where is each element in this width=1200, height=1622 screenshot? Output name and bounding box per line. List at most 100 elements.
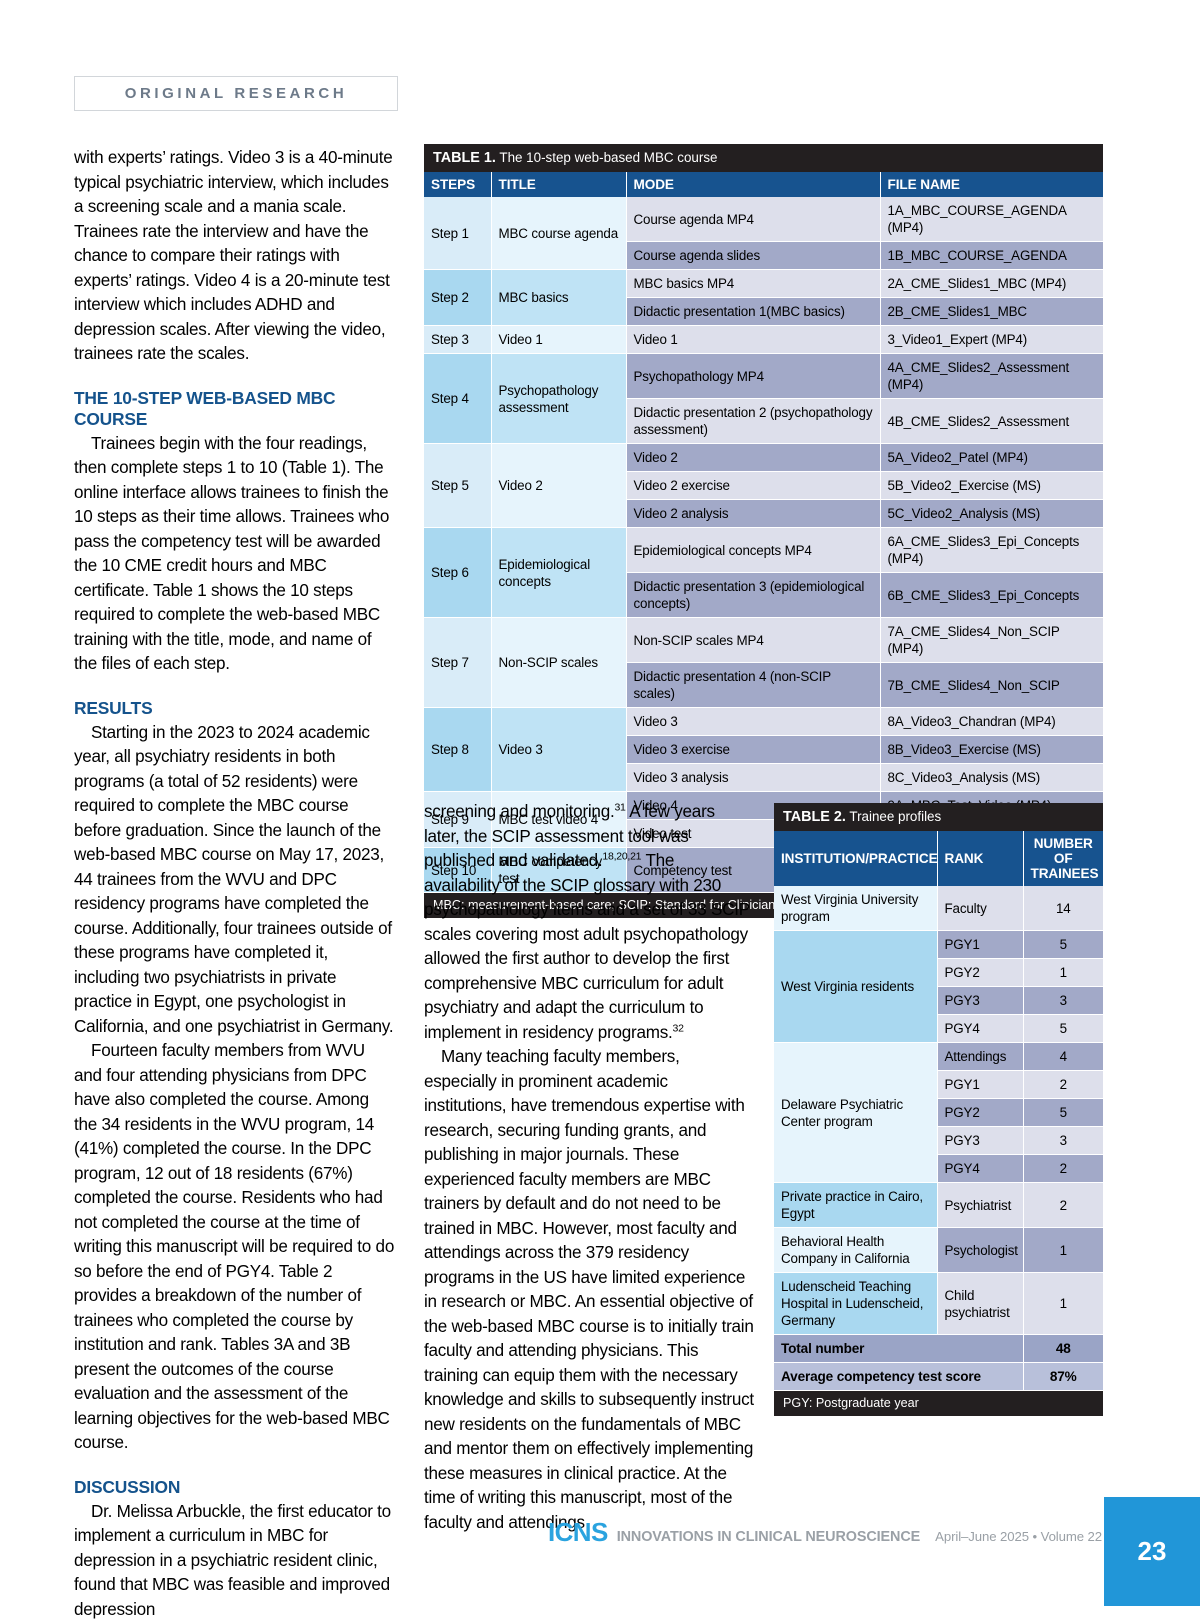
cell-rank: PGY3: [937, 1127, 1023, 1155]
cell-number-of-trainees: 1: [1023, 1273, 1103, 1335]
cell-number-of-trainees: 1: [1023, 959, 1103, 987]
cell-rank: Psychiatrist: [937, 1183, 1023, 1228]
cell-number-of-trainees: 1: [1023, 1228, 1103, 1273]
cell-number-of-trainees: 2: [1023, 1071, 1103, 1099]
cell-rank: PGY1: [937, 931, 1023, 959]
table-row: Ludenscheid Teaching Hospital in Ludensc…: [774, 1273, 1103, 1335]
cell-step: Step 7: [424, 618, 491, 708]
cell-mode: Epidemiological concepts MP4: [626, 528, 880, 573]
cell-mode: Video 3 analysis: [626, 764, 880, 792]
table-2-label: TABLE 2.: [783, 809, 846, 825]
cell-mode: Video 2: [626, 444, 880, 472]
table-2-header-row: INSTITUTION/PRACTICE RANK NUMBER OF TRAI…: [774, 831, 1103, 886]
th-steps: STEPS: [424, 172, 491, 197]
page-footer: ICNS INNOVATIONS IN CLINICAL NEUROSCIENC…: [0, 1497, 1200, 1606]
paragraph-scip-history: screening and monitoring.31 A few years …: [424, 800, 754, 1045]
mid-p1-c: The availability of the SCIP glossary wi…: [424, 851, 750, 1042]
cell-number-of-trainees: 14: [1023, 886, 1103, 931]
heading-ten-step-course: THE 10-STEP WEB-BASED MBC COURSE: [74, 388, 396, 430]
page-number: 23: [1104, 1497, 1200, 1606]
cell-file-name: 5C_Video2_Analysis (MS): [880, 500, 1103, 528]
cell-title: MBC course agenda: [491, 197, 626, 270]
cell-file-name: 4A_CME_Slides2_Assessment (MP4): [880, 354, 1103, 399]
running-head-label: ORIGINAL RESEARCH: [125, 85, 348, 102]
cell-title: Psychopathology assessment: [491, 354, 626, 444]
cell-file-name: 1A_MBC_COURSE_AGENDA (MP4): [880, 197, 1103, 242]
th-institution: INSTITUTION/PRACTICE: [774, 831, 937, 886]
cell-rank: PGY4: [937, 1015, 1023, 1043]
cell-number-of-trainees: 5: [1023, 1015, 1103, 1043]
cell-institution: Delaware Psychiatric Center program: [774, 1043, 937, 1183]
cell-rank: Faculty: [937, 886, 1023, 931]
paragraph-results-1: Starting in the 2023 to 2024 academic ye…: [74, 721, 396, 1040]
table-2-grid: INSTITUTION/PRACTICE RANK NUMBER OF TRAI…: [774, 831, 1103, 1391]
cell-step: Step 4: [424, 354, 491, 444]
cell-mode: Didactic presentation 3 (epidemiological…: [626, 573, 880, 618]
cell-mode: Video 3: [626, 708, 880, 736]
cell-title: Video 1: [491, 326, 626, 354]
cell-mode: Video 2 analysis: [626, 500, 880, 528]
cell-step: Step 2: [424, 270, 491, 326]
cell-file-name: 5B_Video2_Exercise (MS): [880, 472, 1103, 500]
cell-mode: Psychopathology MP4: [626, 354, 880, 399]
running-head: ORIGINAL RESEARCH: [74, 76, 398, 111]
cell-average-label: Average competency test score: [774, 1363, 1023, 1391]
cell-institution: Private practice in Cairo, Egypt: [774, 1183, 937, 1228]
cell-mode: Video 2 exercise: [626, 472, 880, 500]
cell-number-of-trainees: 2: [1023, 1183, 1103, 1228]
cell-total-value: 48: [1023, 1335, 1103, 1363]
paragraph-video-description: with experts’ ratings. Video 3 is a 40-m…: [74, 146, 396, 367]
cell-step: Step 1: [424, 197, 491, 270]
th-title: TITLE: [491, 172, 626, 197]
cell-number-of-trainees: 2: [1023, 1155, 1103, 1183]
cell-rank: Attendings: [937, 1043, 1023, 1071]
footer-journal-line: ICNS INNOVATIONS IN CLINICAL NEUROSCIENC…: [548, 1517, 1185, 1548]
cell-mode: Didactic presentation 2 (psychopathology…: [626, 399, 880, 444]
th-file-name: FILE NAME: [880, 172, 1103, 197]
cell-institution: West Virginia residents: [774, 931, 937, 1043]
cell-file-name: 6B_CME_Slides3_Epi_Concepts: [880, 573, 1103, 618]
cell-file-name: 8C_Video3_Analysis (MS): [880, 764, 1103, 792]
table-1-caption: The 10-step web-based MBC course: [499, 150, 717, 165]
th-number-of-trainees: NUMBER OF TRAINEES: [1023, 831, 1103, 886]
paragraph-results-2: Fourteen faculty members from WVU and fo…: [74, 1039, 396, 1456]
citation-31: 31: [614, 801, 625, 813]
cell-mode: Video 1: [626, 326, 880, 354]
cell-file-name: 8B_Video3_Exercise (MS): [880, 736, 1103, 764]
cell-step: Step 5: [424, 444, 491, 528]
cell-file-name: 2B_CME_Slides1_MBC: [880, 298, 1103, 326]
cell-step: Step 3: [424, 326, 491, 354]
paragraph-faculty-training: Many teaching faculty members, especiall…: [424, 1045, 754, 1535]
cell-file-name: 2A_CME_Slides1_MBC (MP4): [880, 270, 1103, 298]
cell-rank: PGY4: [937, 1155, 1023, 1183]
cell-step: Step 8: [424, 708, 491, 792]
left-text-column: with experts’ ratings. Video 3 is a 40-m…: [74, 146, 396, 1622]
cell-total-label: Total number: [774, 1335, 1023, 1363]
cell-title: Epidemiological concepts: [491, 528, 626, 618]
cell-rank: PGY3: [937, 987, 1023, 1015]
cell-institution: West Virginia University program: [774, 886, 937, 931]
table-1-label: TABLE 1.: [433, 150, 496, 166]
cell-mode: Non-SCIP scales MP4: [626, 618, 880, 663]
paragraph-course-steps: Trainees begin with the four readings, t…: [74, 432, 396, 677]
cell-mode: Didactic presentation 1(MBC basics): [626, 298, 880, 326]
cell-mode: Video 3 exercise: [626, 736, 880, 764]
journal-name: INNOVATIONS IN CLINICAL NEUROSCIENCE: [617, 1529, 920, 1545]
cell-file-name: 3_Video1_Expert (MP4): [880, 326, 1103, 354]
middle-text-column: screening and monitoring.31 A few years …: [424, 800, 754, 1535]
cell-file-name: 8A_Video3_Chandran (MP4): [880, 708, 1103, 736]
table-2-title: TABLE 2. Trainee profiles: [774, 803, 1103, 831]
cell-title: MBC basics: [491, 270, 626, 326]
